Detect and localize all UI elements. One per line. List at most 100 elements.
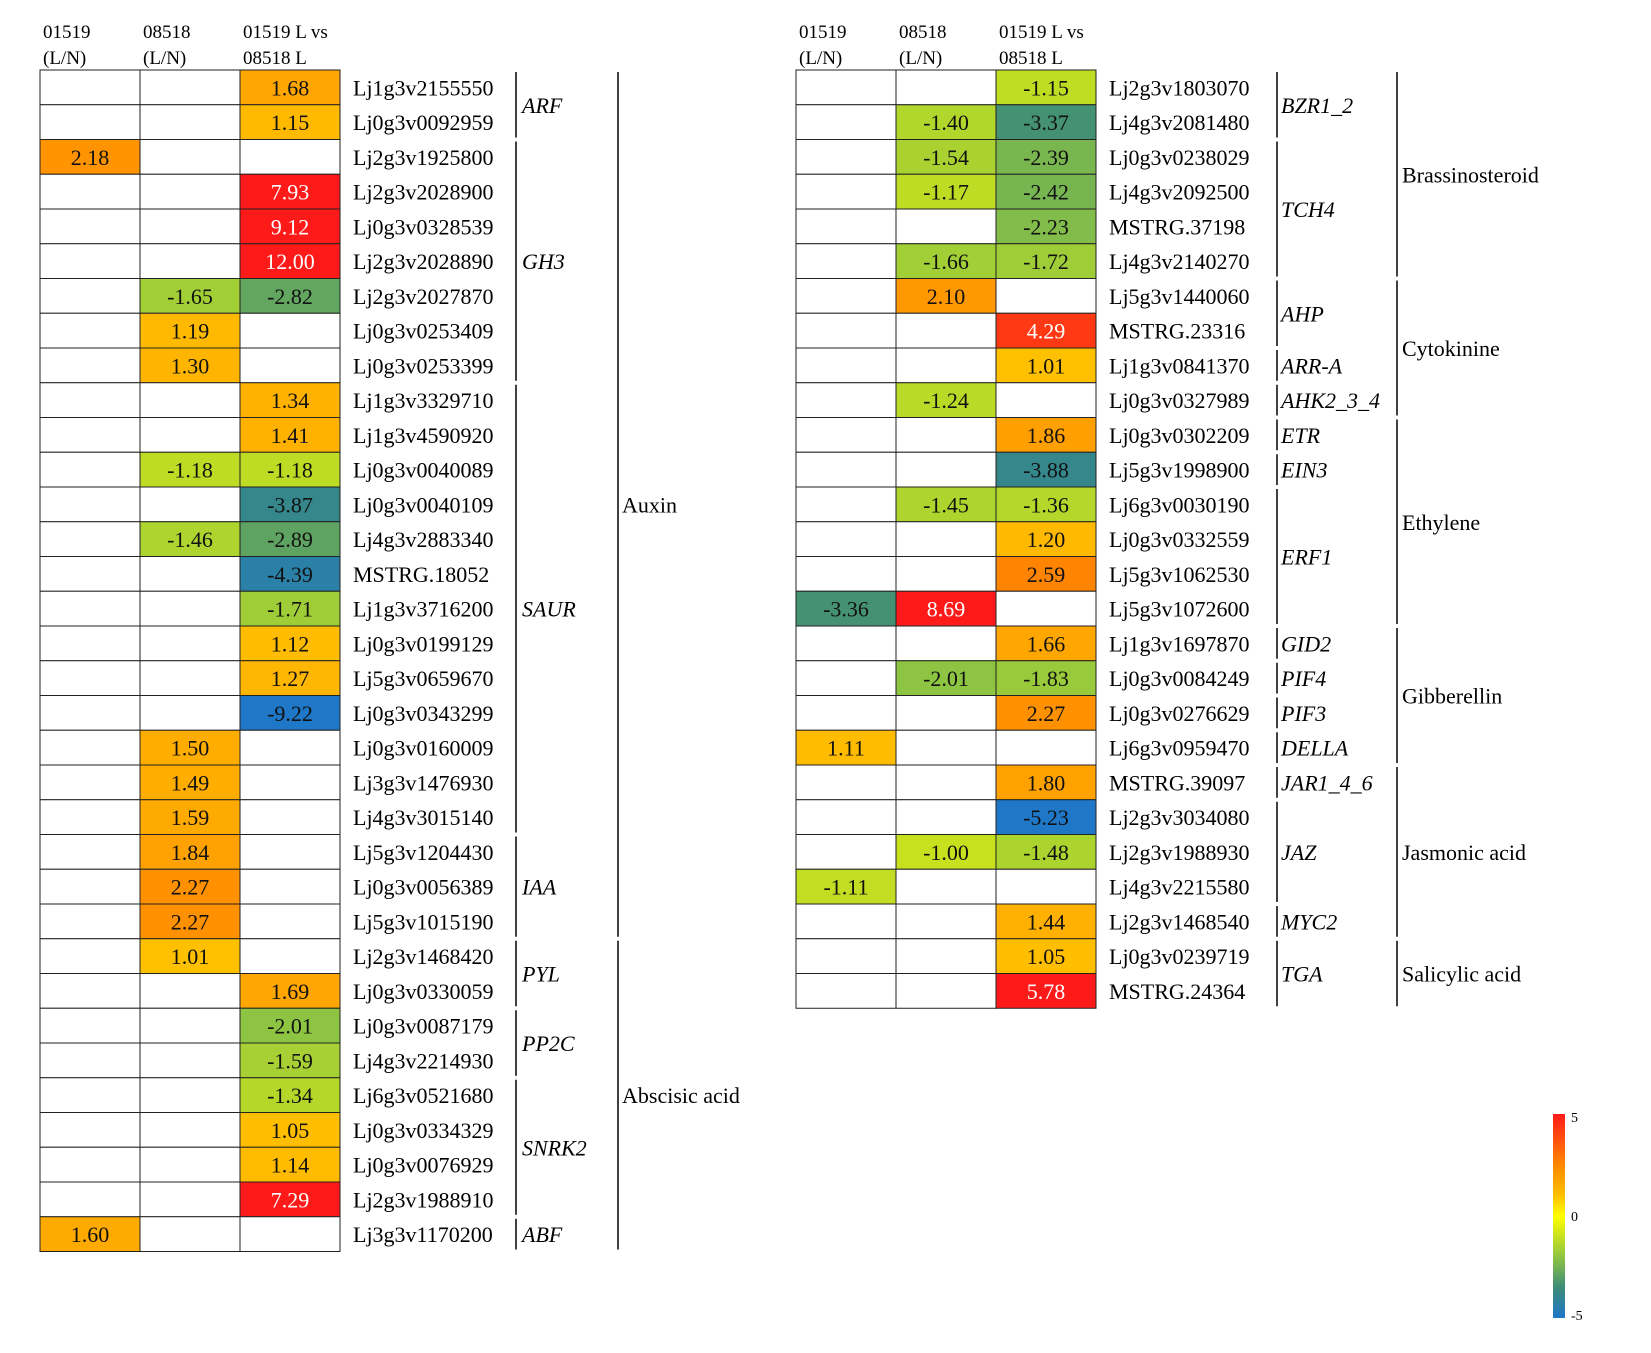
hormone-label: Gibberellin xyxy=(1402,684,1502,709)
cell-value-label: 1.66 xyxy=(1027,631,1066,656)
gene-label: Lj0g3v0199129 xyxy=(353,631,494,656)
gene-label: Lj4g3v2092500 xyxy=(1109,180,1250,205)
column-header: 08518 L xyxy=(999,48,1063,69)
heatmap-cell xyxy=(795,799,897,835)
gene-label: Lj2g3v2028890 xyxy=(353,249,494,274)
family-label: PIF4 xyxy=(1280,666,1326,691)
gene-label: Lj2g3v1988910 xyxy=(353,1187,494,1212)
heatmap-cell xyxy=(139,1042,241,1079)
cell-value-label: 1.84 xyxy=(171,840,210,865)
cell-value-label: -3.88 xyxy=(1023,458,1069,483)
gene-label: Lj3g3v1170200 xyxy=(353,1222,493,1247)
column-header: 01519 xyxy=(43,22,91,43)
cell-value-label: 1.19 xyxy=(171,319,210,344)
gene-label: Lj4g3v2081480 xyxy=(1109,110,1250,135)
gene-label: Lj2g3v1925800 xyxy=(353,145,494,170)
heatmap-cell xyxy=(995,486,1097,523)
column-header: (L/N) xyxy=(143,48,186,69)
cell-value-label: 1.86 xyxy=(1027,423,1066,448)
gene-label: Lj0g3v0092959 xyxy=(353,110,494,135)
cell-value-label: 2.10 xyxy=(927,284,966,309)
heatmap-cell xyxy=(139,556,241,592)
heatmap-cell xyxy=(139,903,241,940)
heatmap-cell xyxy=(139,729,241,766)
family-label: IAA xyxy=(521,875,557,900)
heatmap-cell xyxy=(895,938,997,974)
heatmap-cell xyxy=(895,104,997,140)
heatmap-cell xyxy=(139,1112,241,1148)
heatmap-cell xyxy=(39,590,141,627)
heatmap-cell xyxy=(995,660,1097,696)
cell-value-label: -1.65 xyxy=(167,284,213,309)
heatmap-cell xyxy=(995,417,1097,453)
heatmap-cell xyxy=(239,173,341,210)
heatmap-cell xyxy=(795,556,897,592)
family-label: AHP xyxy=(1279,301,1324,326)
heatmap-cell xyxy=(895,69,997,106)
cell-value-label: -2.23 xyxy=(1023,214,1069,239)
heatmap-cell xyxy=(895,903,997,940)
heatmap-cell xyxy=(239,695,341,731)
gene-label: Lj0g3v0253409 xyxy=(353,319,494,344)
hormone-label: Abscisic acid xyxy=(622,1083,740,1108)
cell-value-label: -2.01 xyxy=(267,1014,313,1039)
hormone-label: Brassinosteroid xyxy=(1402,162,1539,187)
cell-value-label: -2.01 xyxy=(923,666,969,691)
cell-value-label: -2.39 xyxy=(1023,145,1069,170)
gene-label: Lj0g3v0330059 xyxy=(353,979,494,1004)
column-header: 08518 xyxy=(899,22,947,43)
color-scale-bar xyxy=(1553,1114,1565,1318)
heatmap-cell xyxy=(995,695,1097,731)
heatmap-cell xyxy=(795,173,897,210)
heatmap-cell xyxy=(239,903,341,940)
gene-label: Lj0g3v0087179 xyxy=(353,1014,494,1039)
gene-label: Lj0g3v0040109 xyxy=(353,492,494,517)
heatmap-cell xyxy=(39,417,141,453)
heatmap-cell xyxy=(795,625,897,662)
cell-value-label: -9.22 xyxy=(267,701,313,726)
heatmap-cell xyxy=(39,695,141,731)
gene-label: Lj1g3v4590920 xyxy=(353,423,494,448)
heatmap-cell xyxy=(39,382,141,418)
heatmap-cell xyxy=(39,139,141,175)
cell-value-label: -1.17 xyxy=(923,180,969,205)
cell-value-label: -1.34 xyxy=(267,1083,313,1108)
gene-label: Lj5g3v1062530 xyxy=(1109,562,1250,587)
heatmap-cell xyxy=(39,521,141,557)
heatmap-cell xyxy=(239,938,341,974)
gene-label: Lj4g3v2215580 xyxy=(1109,875,1250,900)
heatmap-cell xyxy=(795,417,897,453)
gene-label: Lj0g3v0334329 xyxy=(353,1118,494,1143)
hormone-label: Jasmonic acid xyxy=(1402,840,1526,865)
cell-value-label: -1.11 xyxy=(823,875,868,900)
cell-value-label: 8.69 xyxy=(927,597,966,622)
family-label: JAZ xyxy=(1281,840,1317,865)
family-label: MYC2 xyxy=(1280,909,1337,934)
cell-value-label: 1.80 xyxy=(1027,770,1066,795)
gene-label: Lj2g3v2028900 xyxy=(353,180,494,205)
gene-label: Lj1g3v2155550 xyxy=(353,75,494,100)
cell-value-label: 1.59 xyxy=(171,805,210,830)
family-label: AHK2_3_4 xyxy=(1279,388,1380,413)
heatmap-cell xyxy=(239,625,341,662)
heatmap-cell xyxy=(795,660,897,696)
family-label: PIF3 xyxy=(1280,701,1326,726)
heatmap-cell xyxy=(39,208,141,245)
color-scale-max-label: 5 xyxy=(1571,1111,1578,1126)
cell-value-label: 1.01 xyxy=(1027,353,1066,378)
gene-label: Lj0g3v0160009 xyxy=(353,736,494,761)
cell-value-label: 1.01 xyxy=(171,944,210,969)
heatmap-cell xyxy=(39,660,141,696)
cell-value-label: -1.48 xyxy=(1023,840,1069,865)
heatmap-cell xyxy=(239,139,341,175)
heatmap-cell xyxy=(239,1077,341,1113)
heatmap-cell xyxy=(895,243,997,279)
cell-value-label: 1.05 xyxy=(1027,944,1066,969)
gene-label: Lj0g3v0238029 xyxy=(1109,145,1250,170)
heatmap-cell xyxy=(139,521,241,557)
cell-value-label: -3.36 xyxy=(823,597,869,622)
heatmap-cell xyxy=(139,139,241,175)
gene-label: Lj4g3v2140270 xyxy=(1109,249,1250,274)
cell-value-label: 1.50 xyxy=(171,736,210,761)
family-label: JAR1_4_6 xyxy=(1281,770,1373,795)
